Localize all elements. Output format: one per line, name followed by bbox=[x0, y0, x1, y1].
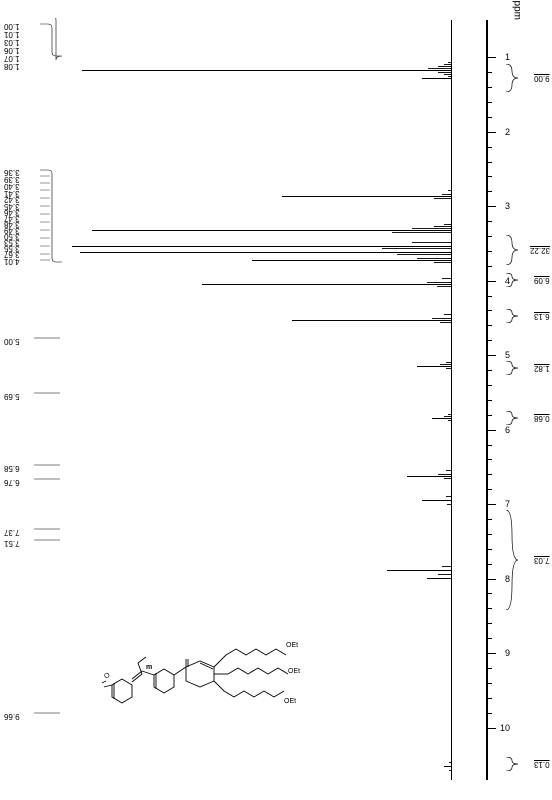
axis-tick bbox=[486, 132, 496, 133]
integral-value: 9.00 bbox=[534, 74, 550, 83]
axis-tick bbox=[486, 355, 496, 356]
peak-label: 6.58 bbox=[4, 464, 20, 472]
svg-text:O: O bbox=[103, 671, 112, 680]
spectrum-peak bbox=[92, 230, 452, 231]
integral-brace bbox=[506, 510, 520, 610]
spectrum-peak bbox=[202, 284, 452, 285]
axis-tick bbox=[486, 281, 496, 282]
spectrum-peak bbox=[80, 252, 452, 253]
peak-label: 1.01 bbox=[4, 30, 20, 38]
peak-label: 6.76 bbox=[4, 478, 20, 486]
integral-value: 6.09 bbox=[534, 276, 550, 285]
oet-label-3: OEt bbox=[284, 698, 296, 705]
oet-label-1: OEt bbox=[286, 642, 298, 649]
nmr-spectrum: 1.001.011.031.061.071.083.363.393.403.41… bbox=[0, 0, 552, 800]
integral-value: 0.68 bbox=[534, 414, 550, 423]
peak-label: 7.37 bbox=[4, 528, 20, 536]
spectrum-peak bbox=[82, 70, 452, 71]
axis-tick-label: 10 bbox=[500, 723, 510, 733]
peak-label: 1.03 bbox=[4, 38, 20, 46]
axis-tick bbox=[486, 57, 496, 58]
spectrum-peak bbox=[422, 78, 452, 79]
integral-brace bbox=[506, 273, 520, 287]
integral-brace bbox=[506, 235, 520, 265]
axis-tick bbox=[486, 728, 496, 729]
integral-brace bbox=[506, 361, 520, 375]
peak-label: 7.51 bbox=[4, 539, 20, 547]
integral-brace bbox=[506, 411, 520, 425]
spectrum-peak bbox=[417, 366, 452, 367]
oet-label-2: OEt bbox=[288, 668, 300, 675]
integral-column: 9.00 32.22 6.09 6.13 1.82 0.68 7.03 0.13 bbox=[510, 20, 550, 780]
spectrum-peak bbox=[252, 260, 452, 261]
peak-label: 4.01 bbox=[4, 257, 20, 265]
peak-label: 1.07 bbox=[4, 54, 20, 62]
peak-label: 5.00 bbox=[4, 337, 20, 345]
integral-value: 0.13 bbox=[534, 760, 550, 769]
ppm-unit: ppm bbox=[511, 1, 522, 20]
spectrum-peak bbox=[407, 476, 452, 477]
integral-value: 1.82 bbox=[534, 364, 550, 373]
integral-brace bbox=[506, 64, 520, 92]
spectrum-peak bbox=[282, 196, 452, 197]
axis-tick bbox=[486, 579, 496, 580]
axis-tick bbox=[486, 430, 496, 431]
molecule-structure: O OEt OEt OEt m bbox=[100, 575, 300, 715]
peak-label: 1.00 bbox=[4, 22, 20, 30]
axis-tick bbox=[486, 653, 496, 654]
integral-brace bbox=[506, 309, 520, 323]
peak-label: 1.06 bbox=[4, 46, 20, 54]
integral-brace bbox=[506, 757, 520, 771]
spectrum-peak bbox=[72, 246, 452, 247]
axis-tick bbox=[486, 206, 496, 207]
peak-label: 1.08 bbox=[4, 62, 20, 70]
integral-value: 32.22 bbox=[530, 246, 550, 255]
integral-value: 7.03 bbox=[534, 556, 550, 565]
integral-value: 6.13 bbox=[534, 312, 550, 321]
peak-label: 5.69 bbox=[4, 392, 20, 400]
axis-tick bbox=[486, 504, 496, 505]
m-label: m bbox=[146, 664, 152, 671]
peak-label: 9.66 bbox=[4, 712, 20, 720]
spectrum-peak bbox=[292, 320, 452, 321]
spectrum-peak bbox=[432, 418, 452, 419]
baseline bbox=[451, 20, 452, 780]
